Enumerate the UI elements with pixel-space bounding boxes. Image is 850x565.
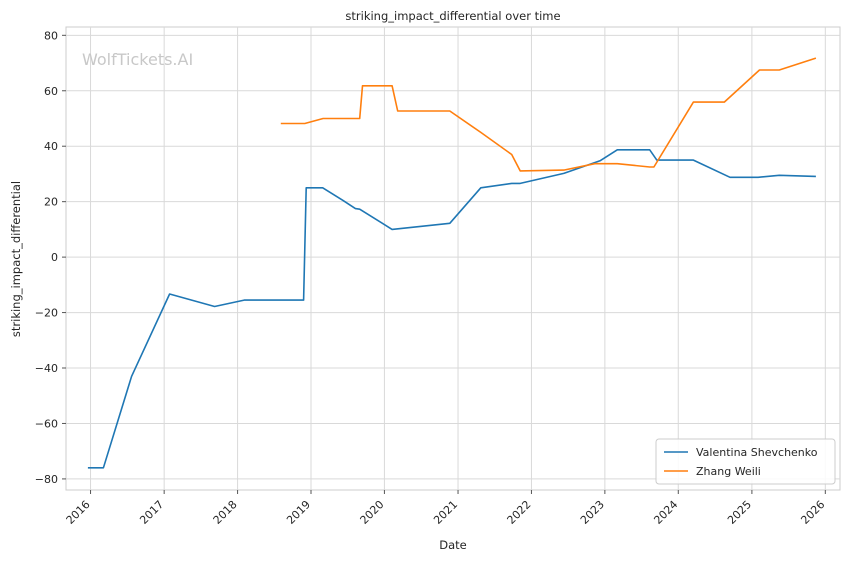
legend-label-series-1: Valentina Shevchenko [696,446,818,459]
legend-label-series-2: Zhang Weili [696,465,761,478]
y-tick-label: 60 [44,85,58,98]
y-tick-label: 80 [44,29,58,42]
x-tick-label: 2016 [64,498,93,527]
x-tick-label: 2026 [798,498,827,527]
chart-title: striking_impact_differential over time [345,9,560,23]
x-tick-label: 2017 [137,498,166,527]
y-tick-label: −80 [35,473,58,486]
y-tick-label: 0 [51,251,58,264]
series-line-1 [87,149,816,469]
x-tick-label: 2019 [284,498,313,527]
plot-area [65,26,841,491]
x-axis-title: Date [439,538,467,552]
series-layer [87,57,817,469]
x-tick-label: 2024 [651,498,680,527]
y-tick-label: 20 [44,196,58,209]
series-line-2 [280,57,817,172]
y-tick-label: −60 [35,417,58,430]
legend-box [655,438,836,485]
x-tick-label: 2021 [431,498,460,527]
watermark: WolfTickets.AI [82,50,193,69]
x-tick-label: 2025 [725,498,754,527]
y-tick-label: 40 [44,140,58,153]
x-tick-label: 2020 [358,498,387,527]
x-tick-label: 2023 [578,498,607,527]
x-tick-label: 2018 [211,498,240,527]
y-tick-label: −40 [35,362,58,375]
grid-layer [66,27,840,490]
legend: Valentina Shevchenko Zhang Weili [655,438,836,485]
y-axis-title: striking_impact_differential [9,181,23,337]
x-tick-label: 2022 [505,498,534,527]
y-tick-label: −20 [35,307,58,320]
